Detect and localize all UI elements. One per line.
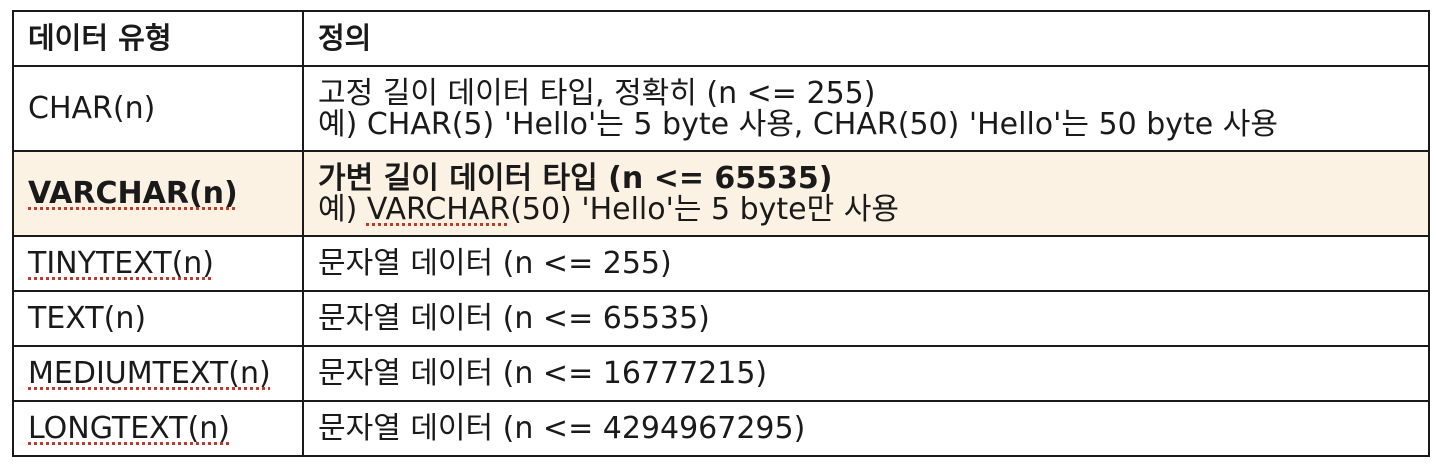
definition-cell: 문자열 데이터 (n <= 16777215) [302, 345, 1430, 402]
table-row: TEXT(n) 문자열 데이터 (n <= 65535) [12, 290, 1430, 347]
type-name: VARCHAR(n) [28, 176, 238, 211]
table-row: TINYTEXT(n) 문자열 데이터 (n <= 255) [12, 235, 1430, 292]
data-type-table: 데이터 유형 정의 CHAR(n) 고정 길이 데이터 타입, 정확히 (n <… [12, 10, 1430, 457]
table-row: MEDIUMTEXT(n) 문자열 데이터 (n <= 16777215) [12, 345, 1430, 402]
definition-line: 가변 길이 데이터 타입 (n <= 65535) [318, 160, 833, 196]
example-line: 예) CHAR(5) 'Hello'는 5 byte 사용, CHAR(50) … [318, 106, 1278, 142]
type-name: TEXT(n) [28, 301, 147, 336]
type-cell: CHAR(n) [12, 65, 304, 152]
definition-cell: 문자열 데이터 (n <= 255) [302, 235, 1430, 292]
example-line: 예) VARCHAR(50) 'Hello'는 5 byte만 사용 [318, 191, 1427, 227]
type-name: MEDIUMTEXT(n) [28, 356, 271, 391]
definition-cell: 가변 길이 데이터 타입 (n <= 65535) 예) VARCHAR(50)… [302, 150, 1430, 237]
type-cell: TINYTEXT(n) [12, 235, 304, 292]
definition-cell: 문자열 데이터 (n <= 4294967295) [302, 400, 1430, 457]
type-cell: MEDIUMTEXT(n) [12, 345, 304, 402]
example-suffix: (50) 'Hello'는 5 byte만 사용 [510, 191, 899, 227]
type-cell: VARCHAR(n) [12, 150, 304, 237]
type-cell: LONGTEXT(n) [12, 400, 304, 457]
example-prefix: 예) [318, 191, 367, 227]
data-type-table-wrapper: 데이터 유형 정의 CHAR(n) 고정 길이 데이터 타입, 정확히 (n <… [12, 10, 1430, 457]
type-name: LONGTEXT(n) [28, 411, 230, 446]
table-row-highlighted: VARCHAR(n) 가변 길이 데이터 타입 (n <= 65535) 예) … [12, 150, 1430, 237]
type-cell: TEXT(n) [12, 290, 304, 347]
header-definition: 정의 [302, 10, 1430, 67]
definition-cell: 문자열 데이터 (n <= 65535) [302, 290, 1430, 347]
example-code: VARCHAR [366, 191, 511, 227]
definition-cell: 고정 길이 데이터 타입, 정확히 (n <= 255) 예) CHAR(5) … [302, 65, 1430, 152]
table-row: LONGTEXT(n) 문자열 데이터 (n <= 4294967295) [12, 400, 1430, 457]
header-data-type: 데이터 유형 [12, 10, 304, 67]
type-name: CHAR(n) [28, 91, 156, 126]
table-row: CHAR(n) 고정 길이 데이터 타입, 정확히 (n <= 255) 예) … [12, 65, 1430, 152]
definition-line: 고정 길이 데이터 타입, 정확히 (n <= 255) [318, 75, 876, 111]
table-header-row: 데이터 유형 정의 [12, 10, 1430, 67]
type-name: TINYTEXT(n) [28, 246, 214, 281]
